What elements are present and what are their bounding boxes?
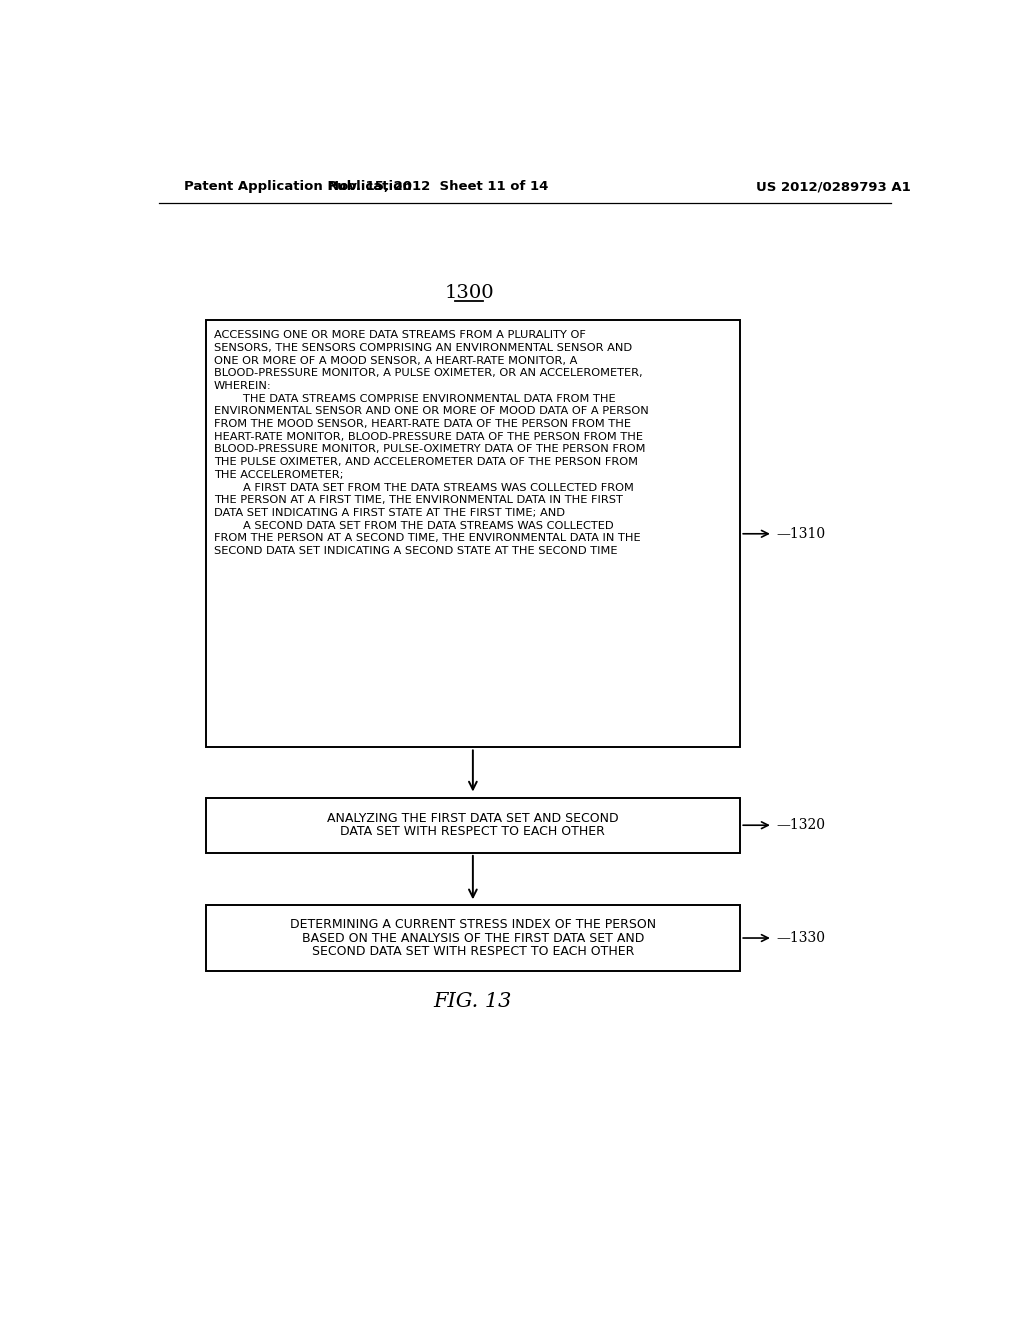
Text: BASED ON THE ANALYSIS OF THE FIRST DATA SET AND: BASED ON THE ANALYSIS OF THE FIRST DATA …: [302, 932, 644, 945]
Text: —1310: —1310: [776, 527, 825, 541]
Text: DATA SET INDICATING A FIRST STATE AT THE FIRST TIME; AND: DATA SET INDICATING A FIRST STATE AT THE…: [214, 508, 565, 517]
FancyBboxPatch shape: [206, 906, 740, 970]
Text: FROM THE PERSON AT A SECOND TIME, THE ENVIRONMENTAL DATA IN THE: FROM THE PERSON AT A SECOND TIME, THE EN…: [214, 533, 641, 544]
Text: DETERMINING A CURRENT STRESS INDEX OF THE PERSON: DETERMINING A CURRENT STRESS INDEX OF TH…: [290, 919, 656, 932]
Text: THE ACCELEROMETER;: THE ACCELEROMETER;: [214, 470, 343, 480]
Text: SENSORS, THE SENSORS COMPRISING AN ENVIRONMENTAL SENSOR AND: SENSORS, THE SENSORS COMPRISING AN ENVIR…: [214, 343, 632, 352]
FancyBboxPatch shape: [206, 797, 740, 853]
Text: Patent Application Publication: Patent Application Publication: [183, 181, 412, 194]
Text: ANALYZING THE FIRST DATA SET AND SECOND: ANALYZING THE FIRST DATA SET AND SECOND: [327, 812, 618, 825]
Text: ENVIRONMENTAL SENSOR AND ONE OR MORE OF MOOD DATA OF A PERSON: ENVIRONMENTAL SENSOR AND ONE OR MORE OF …: [214, 407, 649, 416]
Text: A SECOND DATA SET FROM THE DATA STREAMS WAS COLLECTED: A SECOND DATA SET FROM THE DATA STREAMS …: [214, 520, 613, 531]
Text: ONE OR MORE OF A MOOD SENSOR, A HEART-RATE MONITOR, A: ONE OR MORE OF A MOOD SENSOR, A HEART-RA…: [214, 355, 578, 366]
Text: THE PERSON AT A FIRST TIME, THE ENVIRONMENTAL DATA IN THE FIRST: THE PERSON AT A FIRST TIME, THE ENVIRONM…: [214, 495, 623, 506]
Text: 1300: 1300: [444, 284, 494, 302]
Text: ACCESSING ONE OR MORE DATA STREAMS FROM A PLURALITY OF: ACCESSING ONE OR MORE DATA STREAMS FROM …: [214, 330, 586, 341]
Text: DATA SET WITH RESPECT TO EACH OTHER: DATA SET WITH RESPECT TO EACH OTHER: [340, 825, 605, 838]
Text: A FIRST DATA SET FROM THE DATA STREAMS WAS COLLECTED FROM: A FIRST DATA SET FROM THE DATA STREAMS W…: [214, 483, 634, 492]
Text: HEART-RATE MONITOR, BLOOD-PRESSURE DATA OF THE PERSON FROM THE: HEART-RATE MONITOR, BLOOD-PRESSURE DATA …: [214, 432, 643, 442]
Text: FROM THE MOOD SENSOR, HEART-RATE DATA OF THE PERSON FROM THE: FROM THE MOOD SENSOR, HEART-RATE DATA OF…: [214, 418, 631, 429]
Text: US 2012/0289793 A1: US 2012/0289793 A1: [756, 181, 910, 194]
Text: THE PULSE OXIMETER, AND ACCELEROMETER DATA OF THE PERSON FROM: THE PULSE OXIMETER, AND ACCELEROMETER DA…: [214, 457, 638, 467]
Text: SECOND DATA SET INDICATING A SECOND STATE AT THE SECOND TIME: SECOND DATA SET INDICATING A SECOND STAT…: [214, 546, 617, 556]
Text: BLOOD-PRESSURE MONITOR, A PULSE OXIMETER, OR AN ACCELEROMETER,: BLOOD-PRESSURE MONITOR, A PULSE OXIMETER…: [214, 368, 643, 379]
Text: Nov. 15, 2012  Sheet 11 of 14: Nov. 15, 2012 Sheet 11 of 14: [328, 181, 548, 194]
Text: BLOOD-PRESSURE MONITOR, PULSE-OXIMETRY DATA OF THE PERSON FROM: BLOOD-PRESSURE MONITOR, PULSE-OXIMETRY D…: [214, 445, 645, 454]
Text: —1320: —1320: [776, 818, 825, 832]
Text: SECOND DATA SET WITH RESPECT TO EACH OTHER: SECOND DATA SET WITH RESPECT TO EACH OTH…: [311, 945, 634, 957]
Text: —1330: —1330: [776, 931, 825, 945]
Text: FIG. 13: FIG. 13: [434, 993, 512, 1011]
Text: WHEREIN:: WHEREIN:: [214, 381, 271, 391]
FancyBboxPatch shape: [206, 321, 740, 747]
Text: THE DATA STREAMS COMPRISE ENVIRONMENTAL DATA FROM THE: THE DATA STREAMS COMPRISE ENVIRONMENTAL …: [214, 393, 615, 404]
